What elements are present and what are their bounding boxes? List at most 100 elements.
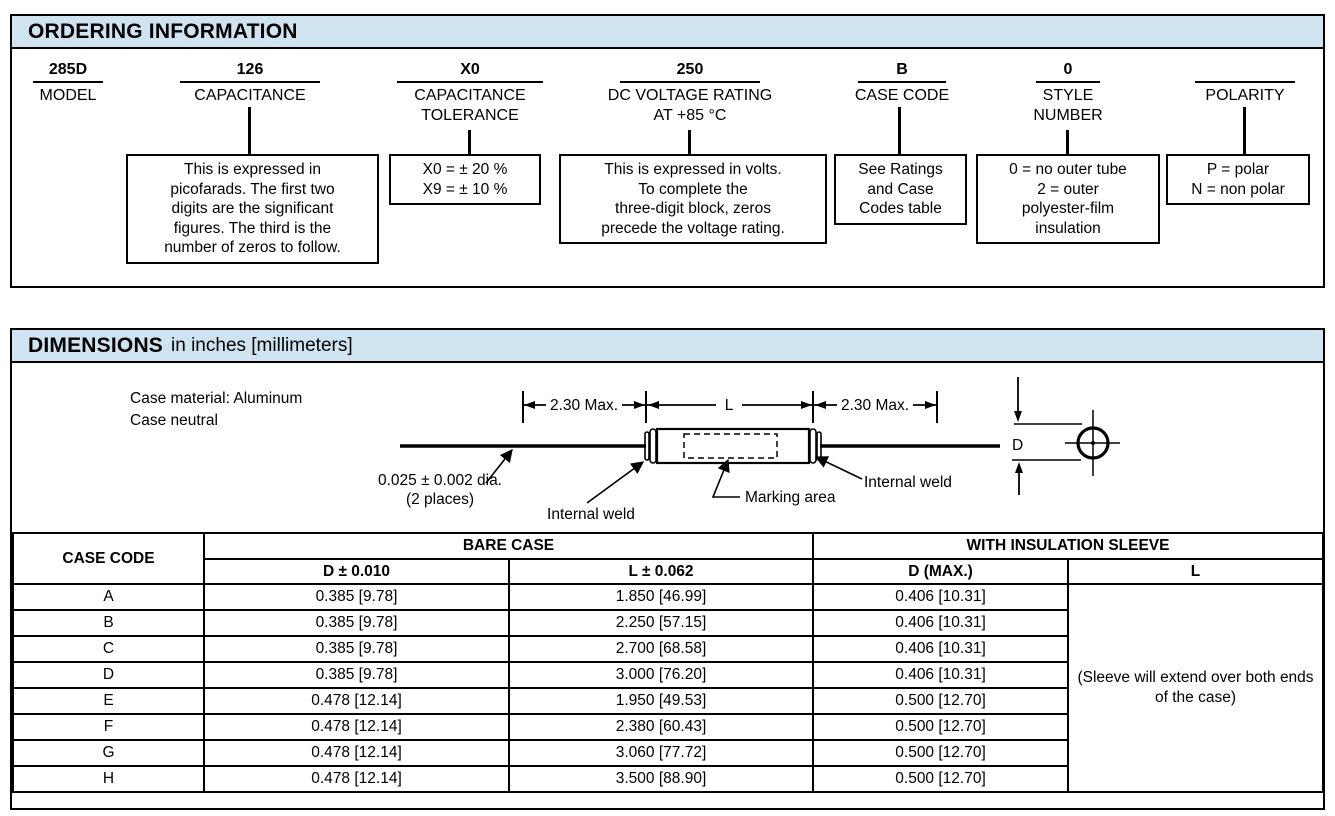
ordering-information-section: ORDERING INFORMATION 285D MODEL 126 CAPA… [10,14,1325,288]
end-cap-ridge [644,431,650,461]
dim-arrow [815,401,826,409]
d-bare-cell: 0.478 [12.14] [203,739,510,767]
l-bare-cell: 2.700 [68.58] [507,635,815,663]
ordering-section-header: ORDERING INFORMATION [12,16,1323,49]
part-column-polarity: POLARITY [1170,59,1320,106]
dim-arrow [801,401,812,409]
connector-line [1243,107,1246,154]
l-bare-cell: 3.500 [88.90] [507,765,815,793]
connector-line [248,107,251,154]
l-bare-cell: 1.850 [46.99] [507,583,815,611]
d-sleeve-cell: 0.406 [10.31] [812,661,1070,689]
part-label: CASE CODE [854,87,950,104]
leader-weld-left [586,461,645,504]
part-column-style: 0 STYLE NUMBER [1003,59,1133,126]
part-column-capacitance: 126 CAPACITANCE [150,59,350,106]
l-bare-cell: 3.000 [76.20] [507,661,815,689]
case-code-cell: A [12,583,205,611]
case-code-cell: C [12,635,205,663]
dimensions-section-header: DIMENSIONS in inches [millimeters] [12,330,1323,363]
d-dim-arrowhead [1015,462,1023,473]
part-column-tolerance: X0 CAPACITANCE TOLERANCE [380,59,560,126]
d-bare-cell: 0.385 [9.78] [203,635,510,663]
l-sleeve-header: L [1067,558,1325,585]
d-sleeve-header: D (MAX.) [812,558,1070,585]
part-code: 250 [676,61,704,78]
end-cap-ridge [649,428,657,464]
marking-area-outline [683,433,778,459]
part-label: MODEL [39,87,97,104]
d-bare-header: D ± 0.010 [203,558,510,585]
dim-text-bg [716,396,742,413]
code-underline [397,81,543,83]
dim-arrow [634,401,645,409]
table-row: F 0.478 [12.14] 2.380 [60.43] 0.500 [12.… [12,713,1323,741]
lead-diameter-places: (2 places) [406,491,474,508]
case-code-cell: H [12,765,205,793]
table-sub-header-row: D ± 0.010 L ± 0.062 D (MAX.) L [13,558,1325,585]
code-underline [858,81,946,83]
d-sleeve-cell: 0.406 [10.31] [812,609,1070,637]
part-code: 126 [236,61,264,78]
dim-text-bg [546,396,622,413]
l-bare-cell: 2.250 [57.15] [507,609,815,637]
ordering-content: 285D MODEL 126 CAPACITANCE X0 CAPACITANC… [12,49,1323,286]
ordering-title: ORDERING INFORMATION [28,19,298,43]
part-column-voltage: 250 DC VOLTAGE RATING AT +85 °C [580,59,800,126]
l-bare-cell: 1.950 [49.53] [507,687,815,715]
d-bare-cell: 0.385 [9.78] [203,661,510,689]
note-case-code: See Ratings and Case Codes table [834,154,967,225]
table-row: D 0.385 [9.78] 3.000 [76.20] 0.406 [10.3… [12,661,1323,689]
part-code: 285D [48,61,88,78]
part-label: STYLE NUMBER [1033,87,1103,124]
d-sleeve-cell: 0.500 [12.70] [812,687,1070,715]
part-label: DC VOLTAGE RATING AT +85 °C [607,87,773,124]
connector-line [468,130,471,154]
note-tolerance: X0 = ± 20 % X9 = ± 10 % [389,154,541,205]
case-code-column-header: CASE CODE [12,532,205,585]
table-row: A 0.385 [9.78] 1.850 [46.99] 0.406 [10.3… [12,583,1325,793]
end-cap-ridge [809,428,817,464]
d-bare-cell: 0.385 [9.78] [203,583,510,611]
case-material-label: Case material: Aluminum [130,390,302,407]
d-sleeve-cell: 0.406 [10.31] [812,583,1070,611]
connector-line [1066,130,1069,154]
internal-weld-right-label: Internal weld [864,474,952,491]
marking-area-label: Marking area [745,489,836,506]
d-sleeve-cell: 0.500 [12.70] [812,765,1070,793]
d-bare-cell: 0.478 [12.14] [203,765,510,793]
dim-text-bg [837,396,913,413]
part-label: POLARITY [1205,87,1285,104]
note-style: 0 = no outer tube 2 = outer polyester-fi… [976,154,1160,244]
diameter-label: D [1012,437,1023,454]
table-row: E 0.478 [12.14] 1.950 [49.53] 0.500 [12.… [12,687,1323,715]
d-sleeve-cell: 0.500 [12.70] [812,713,1070,741]
connector-line [898,107,901,154]
dim-right-label: 2.30 Max. [841,397,909,414]
dim-length-label: L [725,397,734,414]
dimensions-title: DIMENSIONS [28,333,164,357]
case-code-cell: F [12,713,205,741]
l-bare-cell: 2.380 [60.43] [507,713,815,741]
part-code: 0 [1063,61,1073,78]
table-row: B 0.385 [9.78] 2.250 [57.15] 0.406 [10.3… [12,609,1323,637]
case-code-cell: G [12,739,205,767]
case-code-cell: D [12,661,205,689]
d-sleeve-cell: 0.406 [10.31] [812,635,1070,663]
code-underline [620,81,760,83]
bare-case-group-header: BARE CASE [202,532,815,560]
d-bare-cell: 0.478 [12.14] [203,713,510,741]
part-column-case-code: B CASE CODE [827,59,977,106]
part-code: X0 [460,61,480,78]
note-capacitance: This is expressed in picofarads. The fir… [126,154,379,264]
d-bare-cell: 0.385 [9.78] [203,609,510,637]
table-row: G 0.478 [12.14] 3.060 [77.72] 0.500 [12.… [12,739,1323,767]
l-bare-header: L ± 0.062 [507,558,815,585]
connector-line [688,130,691,154]
table-row: H 0.478 [12.14] 3.500 [88.90] 0.500 [12.… [12,765,1323,793]
crosshair-center [1091,441,1095,445]
dim-arrow [648,401,659,409]
d-dim-arrowhead [1014,411,1022,422]
code-underline [33,81,103,83]
leader-lead-dia [485,448,513,484]
